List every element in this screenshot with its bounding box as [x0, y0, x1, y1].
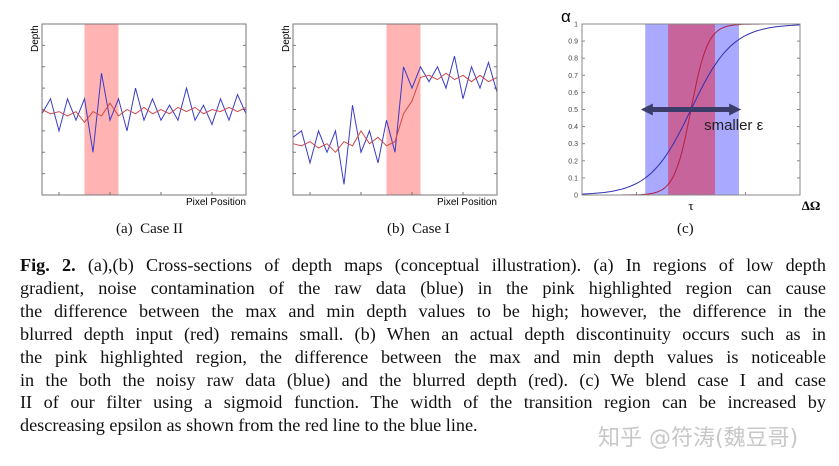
series-line-raw-data [41, 73, 247, 153]
caption-line: blurred depth input (red) remains small.… [20, 323, 826, 344]
y-tick-label: 0.6 [568, 90, 578, 97]
watermark: 知乎 @符涛(魏豆哥) [598, 426, 799, 451]
y-tick-label: 0.2 [568, 158, 578, 165]
x-axis-label-delta-omega: ΔΩ [802, 198, 821, 213]
y-tick-label: 0.5 [568, 107, 578, 114]
y-tick-label: 0.7 [568, 73, 578, 80]
highlight-region [386, 24, 421, 195]
arrow-head-right [729, 103, 742, 116]
y-axis-label: Depth [281, 25, 292, 52]
y-tick-label: 0.1 [568, 175, 578, 182]
y-tick-label: 1 [574, 22, 578, 29]
x-axis-label: Pixel Position [437, 197, 497, 208]
series-line-blurred-depth [292, 72, 498, 154]
axes-frame [41, 23, 247, 196]
series-line-raw-data [292, 55, 498, 185]
highlight-region [84, 24, 119, 195]
caption-line: II of our filter using a sigmoid functio… [20, 392, 826, 413]
caption-line: Fig. 2. (a),(b) Cross-sections of depth … [20, 254, 826, 277]
caption-text: (a),(b) Cross-sections of depth maps (co… [75, 255, 826, 275]
subcaption-b: (b) Case I [387, 221, 450, 237]
caption-line: the pink highlighted region, the differe… [20, 346, 826, 367]
arrow-head-left [640, 103, 653, 116]
axes-frame [581, 23, 801, 196]
y-tick-label: 0.8 [568, 56, 578, 63]
axes-frame [292, 23, 498, 196]
y-tick-label: 0.9 [568, 39, 578, 46]
caption-line: descreasing epsilon as shown from the re… [20, 415, 478, 436]
y-tick-label: 0.4 [568, 124, 578, 131]
tau-label: τ [688, 198, 693, 213]
y-tick-label: 0.3 [568, 141, 578, 148]
y-axis-label: Depth [30, 25, 41, 52]
x-axis-label: Pixel Position [186, 197, 246, 208]
subcaption-c: (c) [677, 221, 694, 237]
figure-plots: Depth Pixel Position Depth Pixel Position 0 0… [30, 7, 821, 213]
annotation-smaller-epsilon: smaller ε [704, 117, 764, 134]
series-line-blurred-depth [41, 102, 247, 124]
figure-caption: Fig. 2. (a),(b) Cross-sections of depth … [20, 254, 826, 437]
subcaption-a: (a) Case II [116, 221, 184, 237]
caption-line: in the both the noisy raw data (blue) an… [20, 369, 826, 390]
caption-label: Fig. 2. [20, 255, 76, 275]
caption-line: gradient, noise contamination of the raw… [20, 277, 826, 298]
caption-line: the difference between the max and min d… [20, 300, 826, 321]
y-tick-label: 0 [574, 193, 578, 200]
y-axis-label-alpha: α [561, 7, 571, 26]
